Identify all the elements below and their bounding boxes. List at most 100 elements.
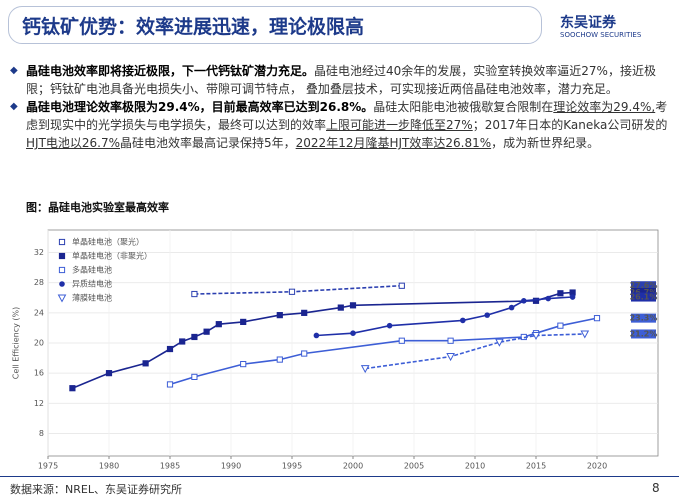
page-title: 钙钛矿优势：效率进展迅速，理论极限高 [22, 16, 365, 38]
source: 数据来源：NREL、东吴证券研究所 [10, 483, 182, 496]
value-label: 27.6% [630, 281, 658, 290]
x-tick-label: 2010 [465, 462, 485, 471]
bullet: 晶硅电池理论效率极限为29.4%，目前最高效率已达到26.8%。晶硅太阳能电池被… [8, 98, 668, 152]
title-frame [8, 6, 542, 44]
legend-label: 多晶硅电池 [72, 265, 112, 275]
data-point [276, 312, 283, 319]
data-point [446, 353, 455, 362]
y-tick-label: 28 [34, 278, 44, 287]
x-tick-label: 2020 [587, 462, 607, 471]
data-point [301, 309, 308, 316]
data-point [337, 304, 344, 311]
y-tick-label: 16 [34, 369, 44, 378]
chart: 8 12 16 20 24 28 32 1975 1980 1985 1990 1995 2000 200… [12, 229, 659, 471]
data-point [105, 370, 113, 377]
data-point [240, 318, 247, 326]
data-point [557, 322, 564, 329]
text: 晶硅电池经过40余年的发展，实验室转换效率逼近27%，接近极限；钙钛矿电池具备光… [26, 64, 656, 96]
value-label: 23.3% [630, 314, 658, 323]
data-point [350, 330, 356, 337]
legend-marker [58, 266, 66, 274]
footer-rule [0, 476, 679, 477]
data-point [203, 328, 210, 335]
data-point [179, 338, 186, 345]
legend-label: 单晶硅电池（聚光） [72, 237, 144, 247]
data-point [532, 297, 540, 304]
text: ，成为新世界纪录。 [491, 136, 600, 150]
value-label-box [631, 281, 656, 291]
data-point [240, 360, 247, 368]
data-point [484, 312, 491, 318]
value-label: 21.2% [630, 329, 658, 338]
data-point [301, 350, 308, 357]
underlined-text: 理论效率为29.4%, [553, 100, 656, 114]
data-point [191, 373, 198, 381]
value-label-box [631, 288, 656, 298]
data-point [288, 288, 296, 295]
data-point [508, 304, 515, 311]
value-label: 26.7% [630, 288, 658, 297]
x-tick-label: 1990 [221, 462, 241, 471]
underlined-text: HJT电池以26.7% [26, 136, 121, 150]
text: ；2017年日本的Kaneka公司研发的 [472, 118, 668, 132]
bold-text: 晶硅电池效率即将接近极限，下一代钙钛矿潜力充足。 [26, 64, 315, 78]
x-tick-label: 1980 [99, 462, 119, 471]
bullet-list: 晶硅电池效率即将接近极限，下一代钙钛矿潜力充足。晶硅电池经过40余年的发展，实验… [8, 62, 668, 152]
data-point [313, 332, 320, 339]
data-point [166, 345, 174, 353]
x-tick-label: 2000 [343, 462, 363, 471]
value-label-box [631, 329, 656, 339]
data-point [142, 360, 149, 367]
data-point [521, 298, 527, 304]
bullet: 晶硅电池效率即将接近极限，下一代钙钛矿潜力充足。晶硅电池经过40余年的发展，实验… [8, 62, 668, 98]
data-point [545, 295, 551, 302]
x-tick-label: 1985 [160, 462, 180, 471]
y-tick-label: 32 [34, 248, 44, 257]
bold-text: 晶硅电池理论效率极限为29.4%，目前最高效率已达到26.8%。 [26, 100, 374, 114]
logo-english: SOOCHOW SECURITIES [560, 31, 642, 39]
y-tick-label: 24 [34, 308, 44, 317]
legend-label: 薄膜硅电池 [72, 293, 112, 303]
data-point [69, 385, 76, 392]
legend-label: 异质结电池 [72, 279, 112, 289]
data-point [276, 356, 283, 363]
text: 晶硅太阳能电池被俄歇复合限制在 [373, 100, 554, 114]
y-tick-label: 8 [39, 429, 44, 438]
legend-marker [57, 294, 67, 303]
data-point [166, 381, 174, 388]
page-number: 8 [652, 481, 660, 495]
value-label: 26.1% [630, 293, 658, 302]
text: 考虑到现实中的光学损失与电学损失，最终可以达到的效率 [26, 100, 668, 132]
data-point [191, 290, 198, 298]
data-point [191, 333, 198, 341]
underlined-text: 上限可能进一步降低至27% [326, 118, 473, 132]
data-point [460, 317, 466, 324]
legend-label: 单晶硅电池（非聚光） [72, 251, 152, 261]
y-tick-label: 12 [34, 399, 44, 408]
data-point [531, 331, 541, 341]
data-point [447, 337, 454, 344]
data-point [360, 365, 370, 374]
data-point [398, 282, 405, 289]
data-point [349, 302, 357, 309]
legend-marker [58, 238, 66, 246]
figure-caption: 图：晶硅电池实验室最高效率 [26, 201, 169, 214]
data-point [386, 322, 393, 329]
underlined-text: 2022年12月隆基HJT效率达26.81% [295, 136, 492, 150]
data-point [495, 338, 504, 347]
y-tick-label: 20 [34, 339, 44, 348]
series-line [72, 291, 573, 389]
legend-marker [58, 252, 66, 260]
x-tick-label: 1975 [38, 462, 58, 471]
x-tick-label: 2005 [404, 462, 424, 471]
data-point [593, 315, 601, 322]
legend-marker [59, 281, 65, 287]
series-line [365, 333, 585, 370]
logo: 东吴证券 [560, 15, 616, 31]
value-label-box [631, 313, 656, 323]
text: 晶硅电池效率最高记录保持5年， [120, 136, 296, 150]
data-point [215, 321, 222, 328]
data-point [398, 337, 405, 344]
x-tick-label: 2015 [526, 462, 546, 471]
